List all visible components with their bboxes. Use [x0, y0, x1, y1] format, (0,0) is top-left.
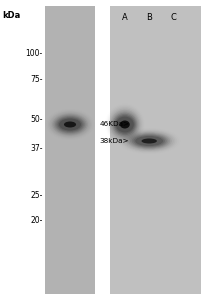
Text: A: A	[121, 14, 127, 22]
Ellipse shape	[135, 136, 162, 146]
Ellipse shape	[52, 113, 87, 136]
Text: 25-: 25-	[30, 190, 42, 200]
Ellipse shape	[64, 122, 76, 128]
Ellipse shape	[128, 133, 169, 149]
Text: 46KDa>: 46KDa>	[99, 122, 129, 128]
Text: B: B	[146, 14, 151, 22]
Ellipse shape	[110, 110, 139, 139]
Text: kDa: kDa	[2, 11, 20, 20]
Ellipse shape	[59, 118, 81, 130]
Ellipse shape	[126, 132, 171, 150]
Text: 100-: 100-	[25, 50, 42, 58]
Ellipse shape	[119, 121, 129, 128]
Bar	[109, 6, 200, 294]
Ellipse shape	[131, 134, 166, 148]
Ellipse shape	[141, 139, 156, 143]
Ellipse shape	[57, 118, 82, 131]
Ellipse shape	[114, 115, 134, 134]
Text: C: C	[170, 14, 176, 22]
Text: 37-: 37-	[30, 144, 42, 153]
Ellipse shape	[53, 115, 86, 134]
Ellipse shape	[55, 116, 85, 134]
Ellipse shape	[115, 116, 133, 133]
Text: 75-: 75-	[30, 75, 42, 84]
Ellipse shape	[113, 114, 135, 135]
Ellipse shape	[112, 112, 137, 136]
Ellipse shape	[133, 135, 164, 147]
Text: 38kDa>: 38kDa>	[99, 138, 128, 144]
Ellipse shape	[56, 116, 83, 133]
Ellipse shape	[129, 134, 168, 148]
Ellipse shape	[111, 111, 138, 138]
Text: 50-: 50-	[30, 116, 42, 124]
Text: 20-: 20-	[30, 216, 42, 225]
Bar	[44, 6, 95, 294]
